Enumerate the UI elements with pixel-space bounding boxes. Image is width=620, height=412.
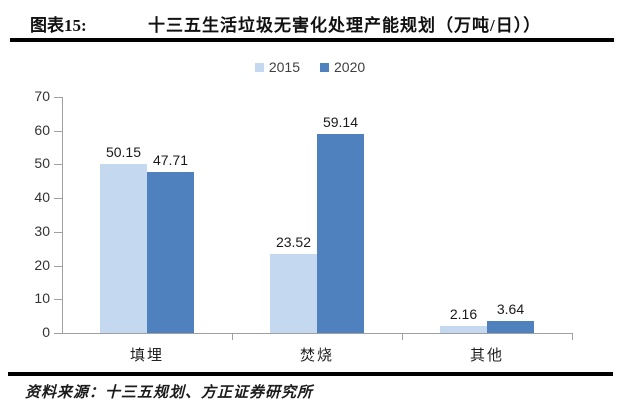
x-axis-line — [62, 333, 573, 334]
y-axis-tick — [54, 265, 62, 267]
bar-2020-其他 — [487, 321, 534, 333]
y-axis-tick — [54, 333, 62, 334]
y-axis-tick — [54, 198, 62, 200]
y-axis-tick-label: 50 — [34, 155, 50, 172]
title-divider — [10, 38, 614, 42]
footer-divider — [8, 372, 613, 376]
y-axis-tick — [54, 299, 62, 301]
y-axis-tick — [54, 97, 62, 98]
bar-value-label: 2.16 — [449, 306, 478, 322]
x-axis-category-label: 填埋 — [129, 348, 164, 364]
legend-swatch-2020 — [320, 62, 329, 72]
x-axis-category-label: 焚烧 — [299, 348, 334, 364]
bar-2020-填埋 — [147, 172, 194, 333]
bar-value-label: 3.64 — [496, 301, 525, 317]
bar-2015-其他 — [440, 326, 487, 333]
legend-swatch-2015 — [254, 62, 264, 72]
bar-value-label: 50.15 — [105, 144, 142, 160]
y-axis-tick-label: 30 — [34, 222, 50, 239]
bar-value-label: 23.52 — [275, 234, 312, 250]
legend-item-2020: 2020 — [320, 59, 365, 75]
chart-title: 十三五生活垃圾无害化处理产能规划（万吨/日）） — [148, 16, 542, 35]
legend-item-2015: 2015 — [254, 59, 300, 75]
figure-label: 图表15: — [30, 16, 87, 35]
x-axis-tick — [232, 333, 233, 340]
bar-2015-填埋 — [100, 164, 147, 333]
y-axis-tick — [54, 130, 62, 132]
y-axis-tick-label: 70 — [34, 88, 50, 104]
x-axis-tick — [402, 333, 403, 340]
chart-legend: 2015 2020 — [0, 58, 620, 76]
bar-2015-焚烧 — [270, 254, 317, 333]
bar-value-label: 59.14 — [322, 114, 359, 130]
bar-2020-焚烧 — [317, 134, 364, 333]
legend-label: 2015 — [268, 59, 300, 75]
bar-value-label: 47.71 — [152, 152, 189, 168]
y-axis-tick-label: 40 — [34, 189, 50, 206]
x-axis-tick — [572, 333, 573, 340]
y-axis-tick-label: 0 — [42, 324, 50, 340]
y-axis-tick-label: 60 — [34, 121, 50, 138]
y-axis-tick — [54, 231, 62, 233]
y-axis-tick — [54, 164, 62, 166]
y-axis-tick-label: 10 — [34, 290, 50, 307]
y-axis-tick-label: 20 — [34, 256, 50, 273]
source-note: 资料来源：十三五规划、方正证券研究所 — [25, 385, 314, 401]
legend-label: 2020 — [334, 59, 366, 75]
y-axis-line — [62, 97, 63, 333]
x-axis-category-label: 其他 — [469, 348, 504, 364]
